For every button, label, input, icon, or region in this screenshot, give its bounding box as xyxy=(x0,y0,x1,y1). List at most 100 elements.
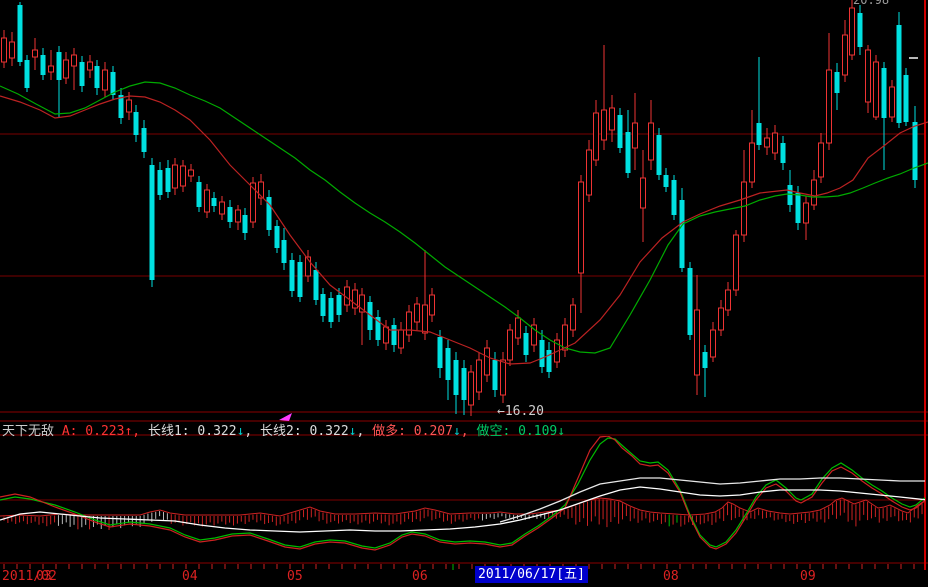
indicator-token: ↓ xyxy=(348,424,357,439)
candle xyxy=(601,45,607,150)
candle xyxy=(63,52,69,84)
candle xyxy=(367,296,373,340)
candle xyxy=(258,174,264,205)
gridline-layer xyxy=(0,0,928,570)
candle xyxy=(849,0,855,60)
axis-date-label: 03 xyxy=(36,569,52,584)
indicator-token: 长线1: 0.322 xyxy=(147,424,237,439)
candle xyxy=(679,188,685,272)
candle xyxy=(873,55,879,120)
candle xyxy=(204,184,210,218)
candle xyxy=(383,320,389,350)
indicator-token: , xyxy=(356,424,373,439)
candle xyxy=(391,318,397,352)
candle xyxy=(881,62,887,170)
candle xyxy=(429,288,435,322)
candle xyxy=(118,88,124,124)
candle xyxy=(227,200,233,228)
candle xyxy=(297,255,303,302)
candle xyxy=(570,298,576,337)
candle xyxy=(359,288,365,345)
candle xyxy=(149,158,155,287)
candle xyxy=(242,208,248,240)
indicator-token: 做空: 0.109 xyxy=(476,424,558,439)
candle xyxy=(453,352,459,414)
candle xyxy=(756,57,762,150)
indicator-token: 做多: 0.207 xyxy=(372,424,453,439)
candlestick-layer xyxy=(1,0,918,416)
candle xyxy=(617,108,623,153)
candle xyxy=(188,164,194,182)
candle xyxy=(102,62,108,97)
candle xyxy=(889,80,895,122)
candle xyxy=(71,48,77,90)
axis-date-label: 05 xyxy=(287,569,303,584)
candle xyxy=(562,318,568,357)
indicator-header: 天下无敌 A: 0.223↑, 长线1: 0.322↓, 长线2: 0.322↓… xyxy=(2,420,565,439)
candle xyxy=(663,168,669,192)
candle xyxy=(56,46,62,118)
candle xyxy=(250,177,256,228)
axis-date-label: 08 xyxy=(663,569,679,584)
candle xyxy=(749,110,755,188)
indicator-token: ↓ xyxy=(452,424,461,439)
candle xyxy=(274,220,280,253)
candle xyxy=(40,48,46,80)
low-price-annotation: ←16.20 xyxy=(497,404,544,419)
indicator-token: ↓ xyxy=(236,424,245,439)
candle xyxy=(235,205,241,230)
candle xyxy=(110,66,116,100)
selected-date-label[interactable]: 2011/06/17[五] xyxy=(475,566,588,583)
candle xyxy=(640,150,646,242)
candle xyxy=(336,288,342,322)
indicator-token: 长线2: 0.322 xyxy=(260,424,349,439)
date-axis[interactable]: 2011/02 03 04 05 06 2011/06/17[五] 08 09 xyxy=(0,563,928,587)
pink-marker-icon xyxy=(279,413,292,421)
candle xyxy=(795,186,801,230)
candle xyxy=(780,136,786,170)
candle xyxy=(578,175,584,313)
candle xyxy=(133,105,139,142)
axis-date-label: 2011/02 xyxy=(2,569,57,584)
candle xyxy=(468,365,474,416)
candle xyxy=(710,322,716,362)
candle xyxy=(196,176,202,212)
candle xyxy=(593,100,599,166)
candle xyxy=(772,125,778,160)
candle xyxy=(632,93,638,170)
candle xyxy=(281,228,287,270)
candle xyxy=(172,158,178,195)
candle xyxy=(406,305,412,342)
axis-date-label: 06 xyxy=(412,569,428,584)
candle xyxy=(375,310,381,346)
candle xyxy=(328,292,334,328)
indicator-token: , xyxy=(460,424,477,439)
axis-date-label: 04 xyxy=(182,569,198,584)
candle xyxy=(422,250,428,340)
candle xyxy=(24,55,30,92)
candle xyxy=(531,318,537,352)
candle xyxy=(461,360,467,415)
candle xyxy=(702,345,708,397)
candle xyxy=(648,100,654,170)
candle xyxy=(219,196,225,220)
price-dash-mark xyxy=(909,57,918,59)
candle xyxy=(718,300,724,336)
candle xyxy=(266,190,272,236)
candle xyxy=(764,128,770,155)
candle xyxy=(687,262,693,340)
indicator-panel-layer xyxy=(0,436,925,551)
candle xyxy=(398,322,404,354)
candle xyxy=(803,196,809,240)
candle xyxy=(48,50,54,80)
candle xyxy=(180,160,186,192)
candle xyxy=(818,133,824,183)
candle xyxy=(352,283,358,315)
candle xyxy=(32,38,38,70)
candle xyxy=(476,352,482,400)
candle xyxy=(507,324,513,366)
candle xyxy=(865,45,871,113)
price-annotation-clipped: 20.98 xyxy=(853,0,890,7)
